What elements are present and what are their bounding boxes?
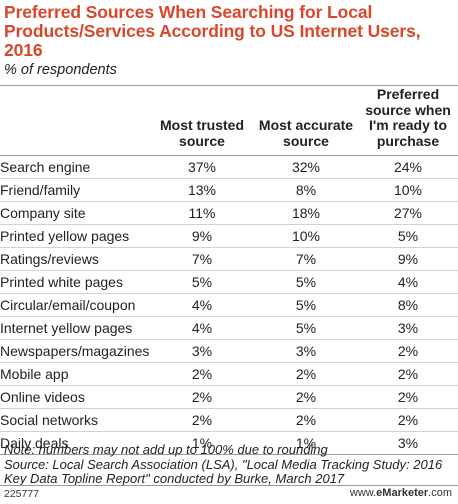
row-label: Company site [0, 201, 150, 225]
table-cell: 24% [358, 155, 458, 179]
table-cell: 5% [254, 293, 358, 317]
table-cell: 4% [150, 316, 254, 340]
table-cell: 2% [358, 385, 458, 409]
table-cell: 9% [150, 224, 254, 248]
chart-subtitle: % of respondents [4, 62, 117, 78]
table-body: Search engine 37% 32% 24% Friend/family 13% 8%… [0, 155, 458, 455]
table-row: Friend/family 13% 8% 10% [0, 178, 458, 202]
row-label: Newspapers/magazines [0, 339, 150, 363]
row-label: Daily deals [0, 431, 150, 455]
table-row: Search engine 37% 32% 24% [0, 155, 458, 179]
table-cell: 3% [358, 431, 458, 455]
table-row: Social networks 2% 2% 2% [0, 408, 458, 432]
row-label: Ratings/reviews [0, 247, 150, 271]
table-cell: 2% [150, 385, 254, 409]
footer-rule [0, 485, 458, 486]
row-label: Printed white pages [0, 270, 150, 294]
site-prefix: www. [349, 487, 377, 499]
table-cell: 37% [150, 155, 254, 179]
table-cell: 2% [254, 385, 358, 409]
table-cell: 13% [150, 178, 254, 202]
site-brand: eMarketer [376, 487, 429, 499]
table-cell: 5% [358, 224, 458, 248]
header-rule [0, 85, 458, 86]
table-cell: 7% [150, 247, 254, 271]
table-cell: 9% [358, 247, 458, 271]
column-header-most-accurate: Most accurate source [258, 117, 354, 149]
chart-id: 225777 [4, 488, 40, 500]
chart-title: Preferred Sources When Searching for Loc… [4, 2, 421, 60]
table-cell: 32% [254, 155, 358, 179]
table-cell: 5% [150, 270, 254, 294]
table-cell: 2% [150, 408, 254, 432]
table-row: Company site 11% 18% 27% [0, 201, 458, 225]
table-cell: 27% [358, 201, 458, 225]
table-row: Internet yellow pages 4% 5% 3% [0, 316, 458, 340]
row-label: Internet yellow pages [0, 316, 150, 340]
table-cell: 10% [358, 178, 458, 202]
table-cell: 10% [254, 224, 358, 248]
row-label: Friend/family [0, 178, 150, 202]
row-label: Social networks [0, 408, 150, 432]
table-row: Mobile app 2% 2% 2% [0, 362, 458, 386]
table-cell: 5% [254, 270, 358, 294]
data-table: Most trusted source Most accurate source… [0, 86, 458, 455]
table-row: Newspapers/magazines 3% 3% 2% [0, 339, 458, 363]
table-row: Daily deals 1% 1% 3% [0, 431, 458, 455]
table-cell: 2% [358, 408, 458, 432]
row-label: Search engine [0, 155, 150, 179]
table-cell: 3% [150, 339, 254, 363]
column-header-preferred-purchase: Preferred source when I'm ready to purch… [365, 86, 451, 149]
table-cell: 1% [150, 431, 254, 455]
table-cell: 2% [254, 362, 358, 386]
source-text: Source: Local Search Association (LSA), … [4, 456, 443, 486]
table-cell: 18% [254, 201, 358, 225]
table-cell: 2% [254, 408, 358, 432]
table-cell: 11% [150, 201, 254, 225]
table-cell: 2% [150, 362, 254, 386]
chart-notes: Note: numbers may not add up to 100% due… [4, 442, 454, 487]
table-row: Printed yellow pages 9% 10% 5% [0, 224, 458, 248]
table-cell: 4% [358, 270, 458, 294]
row-label-header [0, 87, 150, 156]
table-cell: 2% [358, 339, 458, 363]
table-row: Circular/email/coupon 4% 5% 8% [0, 293, 458, 317]
table-cell: 5% [254, 316, 358, 340]
table-cell: 8% [254, 178, 358, 202]
row-label: Printed yellow pages [0, 224, 150, 248]
table-cell: 8% [358, 293, 458, 317]
table-cell: 3% [254, 339, 358, 363]
table-cell: 1% [254, 431, 358, 455]
note-text: Note: numbers may not add up to 100% due… [4, 442, 328, 457]
site-credit: www.eMarketer.com [350, 487, 452, 499]
row-label: Online videos [0, 385, 150, 409]
table-cell: 3% [358, 316, 458, 340]
row-label: Mobile app [0, 362, 150, 386]
row-label: Circular/email/coupon [0, 293, 150, 317]
table-cell: 2% [358, 362, 458, 386]
table-row: Online videos 2% 2% 2% [0, 385, 458, 409]
table-cell: 7% [254, 247, 358, 271]
column-header-most-trusted: Most trusted source [160, 117, 244, 149]
header-row: Most trusted source Most accurate source… [0, 86, 458, 156]
site-suffix: .com [428, 487, 452, 499]
table-row: Ratings/reviews 7% 7% 9% [0, 247, 458, 271]
table-row: Printed white pages 5% 5% 4% [0, 270, 458, 294]
table-cell: 4% [150, 293, 254, 317]
